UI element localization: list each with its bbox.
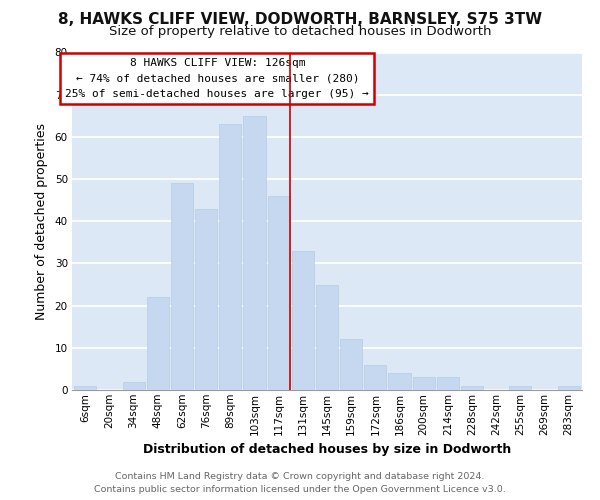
Text: 8 HAWKS CLIFF VIEW: 126sqm
← 74% of detached houses are smaller (280)
25% of sem: 8 HAWKS CLIFF VIEW: 126sqm ← 74% of deta… — [65, 58, 369, 99]
Text: Size of property relative to detached houses in Dodworth: Size of property relative to detached ho… — [109, 25, 491, 38]
Bar — [292, 251, 314, 390]
Bar — [557, 386, 580, 390]
Bar — [195, 208, 217, 390]
Bar — [268, 196, 290, 390]
Bar — [171, 184, 193, 390]
Text: 8, HAWKS CLIFF VIEW, DODWORTH, BARNSLEY, S75 3TW: 8, HAWKS CLIFF VIEW, DODWORTH, BARNSLEY,… — [58, 12, 542, 28]
Bar — [122, 382, 145, 390]
Bar — [316, 284, 338, 390]
Bar — [74, 386, 97, 390]
X-axis label: Distribution of detached houses by size in Dodworth: Distribution of detached houses by size … — [143, 443, 511, 456]
Bar — [364, 364, 386, 390]
Bar — [437, 378, 459, 390]
Bar — [388, 373, 410, 390]
Y-axis label: Number of detached properties: Number of detached properties — [35, 122, 48, 320]
Bar — [340, 340, 362, 390]
Bar — [219, 124, 241, 390]
Bar — [413, 378, 435, 390]
Bar — [509, 386, 532, 390]
Bar — [244, 116, 266, 390]
Bar — [461, 386, 483, 390]
Bar — [146, 297, 169, 390]
Text: Contains HM Land Registry data © Crown copyright and database right 2024.
Contai: Contains HM Land Registry data © Crown c… — [94, 472, 506, 494]
